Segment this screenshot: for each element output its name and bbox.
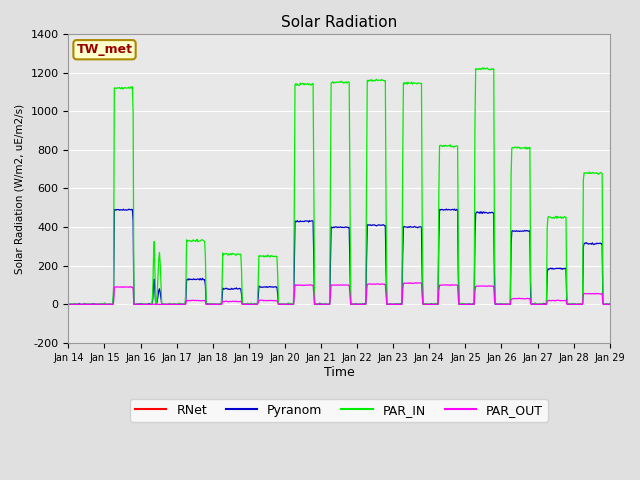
PAR_OUT xyxy=(74,301,82,307)
RNet xyxy=(486,385,494,391)
Pyranom xyxy=(214,301,221,307)
Pyranom xyxy=(606,301,614,307)
PAR_OUT xyxy=(65,301,72,307)
RNet xyxy=(406,400,413,406)
PAR_IN xyxy=(65,301,72,307)
PAR_IN xyxy=(131,301,138,307)
Pyranom xyxy=(185,276,193,282)
Line: Pyranom: Pyranom xyxy=(68,209,610,304)
PAR_OUT xyxy=(412,280,419,286)
PAR_OUT xyxy=(606,301,614,307)
Pyranom xyxy=(405,224,413,230)
PAR_IN xyxy=(75,301,83,307)
PAR_OUT xyxy=(130,301,138,307)
PAR_OUT xyxy=(405,280,413,286)
Pyranom xyxy=(74,301,82,307)
X-axis label: Time: Time xyxy=(324,365,355,379)
PAR_OUT xyxy=(185,298,193,303)
Pyranom xyxy=(442,206,450,212)
PAR_IN xyxy=(606,301,614,307)
PAR_OUT xyxy=(421,301,429,307)
PAR_IN xyxy=(214,301,222,307)
PAR_IN xyxy=(406,80,413,86)
Text: TW_met: TW_met xyxy=(77,43,132,56)
Title: Solar Radiation: Solar Radiation xyxy=(281,15,397,30)
Line: PAR_OUT: PAR_OUT xyxy=(68,283,610,304)
RNet xyxy=(74,475,82,480)
Pyranom xyxy=(65,301,72,307)
PAR_OUT xyxy=(214,301,221,307)
Y-axis label: Solar Radiation (W/m2, uE/m2/s): Solar Radiation (W/m2, uE/m2/s) xyxy=(15,103,25,274)
Pyranom xyxy=(130,301,138,307)
RNet xyxy=(185,462,193,468)
PAR_IN xyxy=(421,300,429,306)
Line: RNet: RNet xyxy=(68,388,610,480)
Line: PAR_IN: PAR_IN xyxy=(68,68,610,304)
Legend: RNet, Pyranom, PAR_IN, PAR_OUT: RNet, Pyranom, PAR_IN, PAR_OUT xyxy=(130,399,548,422)
PAR_IN xyxy=(65,301,73,307)
PAR_IN xyxy=(483,65,491,71)
Pyranom xyxy=(420,301,428,307)
PAR_IN xyxy=(186,238,193,244)
